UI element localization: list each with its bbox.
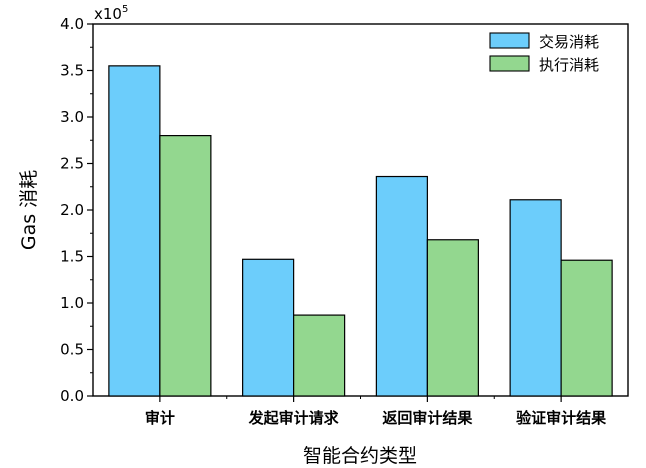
y-tick-label: 3.5 — [60, 62, 84, 80]
multiplier-base: x10 — [94, 5, 122, 23]
x-tick-label: 发起审计请求 — [248, 409, 340, 427]
bar-transaction-1 — [242, 258, 295, 397]
bar-execution-1 — [293, 314, 346, 397]
legend-label: 交易消耗 — [539, 33, 599, 51]
x-tick-label: 审计 — [145, 409, 175, 427]
legend-swatch — [489, 32, 530, 49]
y-tick-label: 0.5 — [60, 341, 84, 359]
y-tick-label: 4.0 — [60, 15, 84, 33]
bar-execution-3 — [560, 259, 613, 397]
bar-transaction-2 — [375, 175, 428, 397]
x-tick-label: 验证审计结果 — [516, 409, 607, 427]
y-tick-label: 2.5 — [60, 155, 84, 173]
bar-transaction-3 — [509, 199, 562, 397]
multiplier-exponent: 5 — [122, 4, 128, 15]
bars — [108, 65, 613, 397]
bar-execution-0 — [159, 135, 212, 397]
y-tick-label: 1.0 — [60, 294, 84, 312]
y-axis-multiplier: x105 — [94, 4, 128, 23]
y-tick-label: 3.0 — [60, 108, 84, 126]
y-tick-label: 2.0 — [60, 201, 84, 219]
x-tick-label: 返回审计结果 — [382, 409, 473, 427]
legend-swatch — [489, 55, 530, 72]
x-axis-title: 智能合约类型 — [303, 445, 417, 467]
y-axis-title: Gas 消耗 — [18, 170, 40, 250]
y-tick-label: 1.5 — [60, 248, 84, 266]
bar-transaction-0 — [108, 65, 161, 397]
y-tick-label: 0.0 — [60, 387, 84, 405]
legend-label: 执行消耗 — [539, 56, 599, 74]
y-axis: 0.0 0.5 1.0 1.5 2.0 2.5 3.0 3.5 4.0 — [60, 15, 93, 405]
x-axis: 审计 发起审计请求 返回审计结果 验证审计结果 — [145, 396, 607, 427]
bar-execution-2 — [426, 239, 479, 397]
